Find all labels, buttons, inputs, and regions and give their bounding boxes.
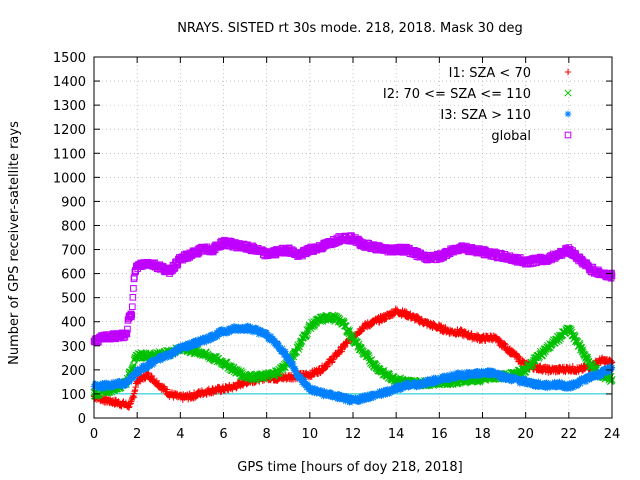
y-tick-label: 0 [78,412,86,427]
legend-marker [564,110,572,118]
x-tick-label: 8 [263,427,271,442]
x-tick-label: 20 [517,427,534,442]
legend-label: I2: 70 <= SZA <= 110 [383,87,531,102]
y-tick-label: 200 [61,364,86,379]
x-tick-label: 18 [474,427,491,442]
x-axis-label: GPS time [hours of doy 218, 2018] [237,460,462,475]
y-tick-label: 100 [61,388,86,403]
y-tick-label: 500 [61,292,86,307]
legend-entry: global [491,129,572,144]
legend-marker [564,68,572,76]
x-tick-label: 2 [133,427,141,442]
x-tick-label: 6 [219,427,227,442]
y-axis-label: Number of GPS receiver-satellite rays [7,121,22,365]
y-tick-label: 600 [61,268,86,283]
legend-label: I1: SZA < 70 [449,66,531,81]
data-point [468,330,475,337]
y-tick-label: 1500 [53,51,86,66]
data-point [129,294,137,301]
legend-label: global [491,129,531,144]
x-tick-label: 0 [90,427,98,442]
x-tick-label: 16 [431,427,448,442]
y-tick-label: 800 [61,219,86,234]
data-point [129,303,136,311]
y-tick-label: 1400 [53,75,86,90]
x-tick-label: 10 [302,427,319,442]
x-tick-label: 4 [176,427,184,442]
y-tick-label: 900 [61,195,86,210]
data-point [130,285,137,292]
plot-series [90,232,616,411]
legend-marker [564,89,572,97]
y-tick-label: 1200 [53,123,86,138]
data-point [495,335,503,343]
x-tick-label: 14 [388,427,405,442]
chart-title: NRAYS. SISTED rt 30s mode. 218, 2018. Ma… [177,21,523,36]
legend-entry: I2: 70 <= SZA <= 110 [383,87,572,102]
y-tick-label: 700 [61,244,86,259]
y-tick-label: 1300 [53,99,86,114]
legend-label: I3: SZA > 110 [440,108,531,123]
x-tick-label: 22 [561,427,578,442]
y-tick-label: 300 [61,340,86,355]
y-tick-label: 1100 [53,147,86,162]
y-tick-label: 400 [61,316,86,331]
x-tick-label: 12 [345,427,362,442]
legend-entry: I3: SZA > 110 [440,108,572,123]
x-tick-label: 24 [604,427,621,442]
legend-entry: I1: SZA < 70 [449,66,572,81]
legend-marker [564,131,572,139]
y-tick-label: 1000 [53,171,86,186]
